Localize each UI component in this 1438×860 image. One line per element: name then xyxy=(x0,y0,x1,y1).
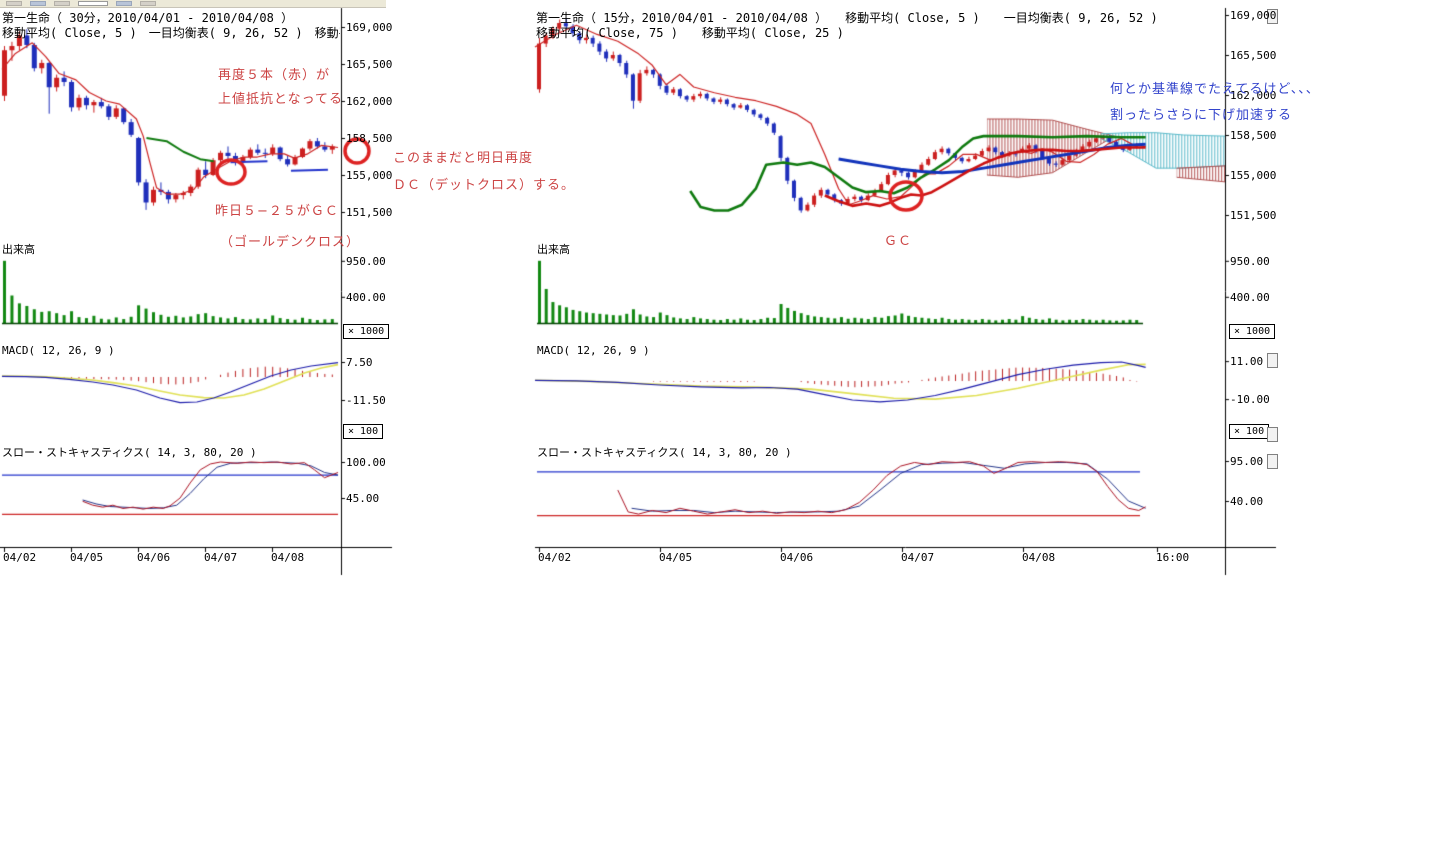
annotation-resistance-1: 再度５本（赤）が xyxy=(218,68,331,83)
date-axis-label: 04/06 xyxy=(137,551,171,564)
toolbar-icon[interactable] xyxy=(116,1,132,6)
left-macd-label: MACD( 12, 26, 9 ) xyxy=(2,344,115,357)
price-axis-label: 165,500 xyxy=(346,58,393,71)
date-axis-label: 04/02 xyxy=(3,551,37,564)
price-axis-label: 158,500 xyxy=(346,132,393,145)
date-axis-label: 04/07 xyxy=(204,551,238,564)
stoch-axis-label: 100.00 xyxy=(346,456,386,469)
toolbar-icon[interactable] xyxy=(140,1,156,6)
price-axis-label: 155,000 xyxy=(346,169,393,182)
right-stoch-label: スロー・ストキャスティクス( 14, 3, 80, 20 ) xyxy=(537,446,792,459)
annotation-dc-1: このままだと明日再度 xyxy=(393,151,534,166)
stoch-axis-label: 95.00 xyxy=(1230,455,1264,468)
annotation-resistance-2: 上値抵抗となってる xyxy=(218,92,343,107)
right-volume-multiplier-badge: × 1000 xyxy=(1229,324,1276,339)
toolbar-fragment xyxy=(0,0,386,8)
toolbar-icon[interactable] xyxy=(6,1,22,6)
date-axis-label: 16:00 xyxy=(1156,551,1190,564)
left-volume-multiplier-badge: × 1000 xyxy=(343,324,390,339)
left-chart-title: 第一生命（ 30分，2010/04/01 - 2010/04/08 ） xyxy=(2,11,294,25)
macd-axis-scale-button[interactable] xyxy=(1267,353,1278,368)
right-chart-title: 第一生命（ 15分，2010/04/01 - 2010/04/08 ） 移動平均… xyxy=(536,11,1158,25)
right-volume-label: 出来高 xyxy=(537,243,570,256)
date-axis-label: 04/06 xyxy=(780,551,814,564)
price-axis-label: 155,000 xyxy=(1230,169,1277,182)
volume-axis-label: 950.00 xyxy=(1230,255,1270,268)
price-axis-label: 162,000 xyxy=(346,95,393,108)
toolbar-icon[interactable] xyxy=(54,1,70,6)
date-axis-label: 04/05 xyxy=(659,551,693,564)
toolbar-icon[interactable] xyxy=(30,1,46,6)
stoch-axis-scale-button[interactable] xyxy=(1267,427,1278,442)
annotation-dc-2: ＤＣ（デットクロス）する。 xyxy=(393,178,576,193)
price-axis-label: 151,500 xyxy=(346,206,393,219)
price-axis-label: 158,500 xyxy=(1230,129,1277,142)
price-axis-label: 169,000 xyxy=(346,21,393,34)
date-axis-label: 04/05 xyxy=(70,551,104,564)
left-volume-label: 出来高 xyxy=(2,243,35,256)
stoch-axis-label: 40.00 xyxy=(1230,495,1264,508)
date-axis-label: 04/02 xyxy=(538,551,572,564)
annotation-gc-1: 昨日５−２５がＧＣ xyxy=(215,204,339,219)
left-stoch-label: スロー・ストキャスティクス( 14, 3, 80, 20 ) xyxy=(2,446,257,459)
macd-axis-label: -11.50 xyxy=(346,394,386,407)
macd-axis-label: -10.00 xyxy=(1230,393,1270,406)
volume-axis-label: 950.00 xyxy=(346,255,386,268)
date-axis-label: 04/08 xyxy=(271,551,305,564)
date-axis-label: 04/08 xyxy=(1022,551,1056,564)
price-axis-scale-button[interactable] xyxy=(1267,9,1278,24)
volume-axis-label: 400.00 xyxy=(1230,291,1270,304)
annotation-gc-2: （ゴールデンクロス） xyxy=(220,235,361,250)
right-macd-multiplier-badge: × 100 xyxy=(1229,424,1270,439)
price-axis-label: 162,000 xyxy=(1230,89,1277,102)
price-axis-label: 169,000 xyxy=(1230,9,1277,22)
stoch-axis-label: 45.00 xyxy=(346,492,380,505)
annotation-gc-right: ＧＣ xyxy=(884,234,913,249)
annotation-kijun-2: 割ったらさらに下げ加速する xyxy=(1110,108,1293,123)
left-macd-multiplier-badge: × 100 xyxy=(343,424,384,439)
right-chart-legend: 移動平均( Close, 75 ) 移動平均( Close, 25 ) xyxy=(536,26,844,40)
annotation-kijun-1: 何とか基準線でたえてるけど、、、 xyxy=(1110,82,1320,97)
right-macd-label: MACD( 12, 26, 9 ) xyxy=(537,344,650,357)
charts-canvas xyxy=(0,0,1438,600)
macd-axis-label: 11.00 xyxy=(1230,355,1264,368)
date-axis-label: 04/07 xyxy=(901,551,935,564)
pane-axis-scale-button[interactable] xyxy=(1267,454,1278,469)
toolbar-dropdown[interactable] xyxy=(78,1,108,6)
left-chart-legend: 移動平均( Close, 5 ) 一目均衡表( 9, 26, 52 ) 移動平 xyxy=(2,26,340,40)
price-axis-label: 165,500 xyxy=(1230,49,1277,62)
macd-axis-label: 7.50 xyxy=(346,356,373,369)
volume-axis-label: 400.00 xyxy=(346,291,386,304)
price-axis-label: 151,500 xyxy=(1230,209,1277,222)
